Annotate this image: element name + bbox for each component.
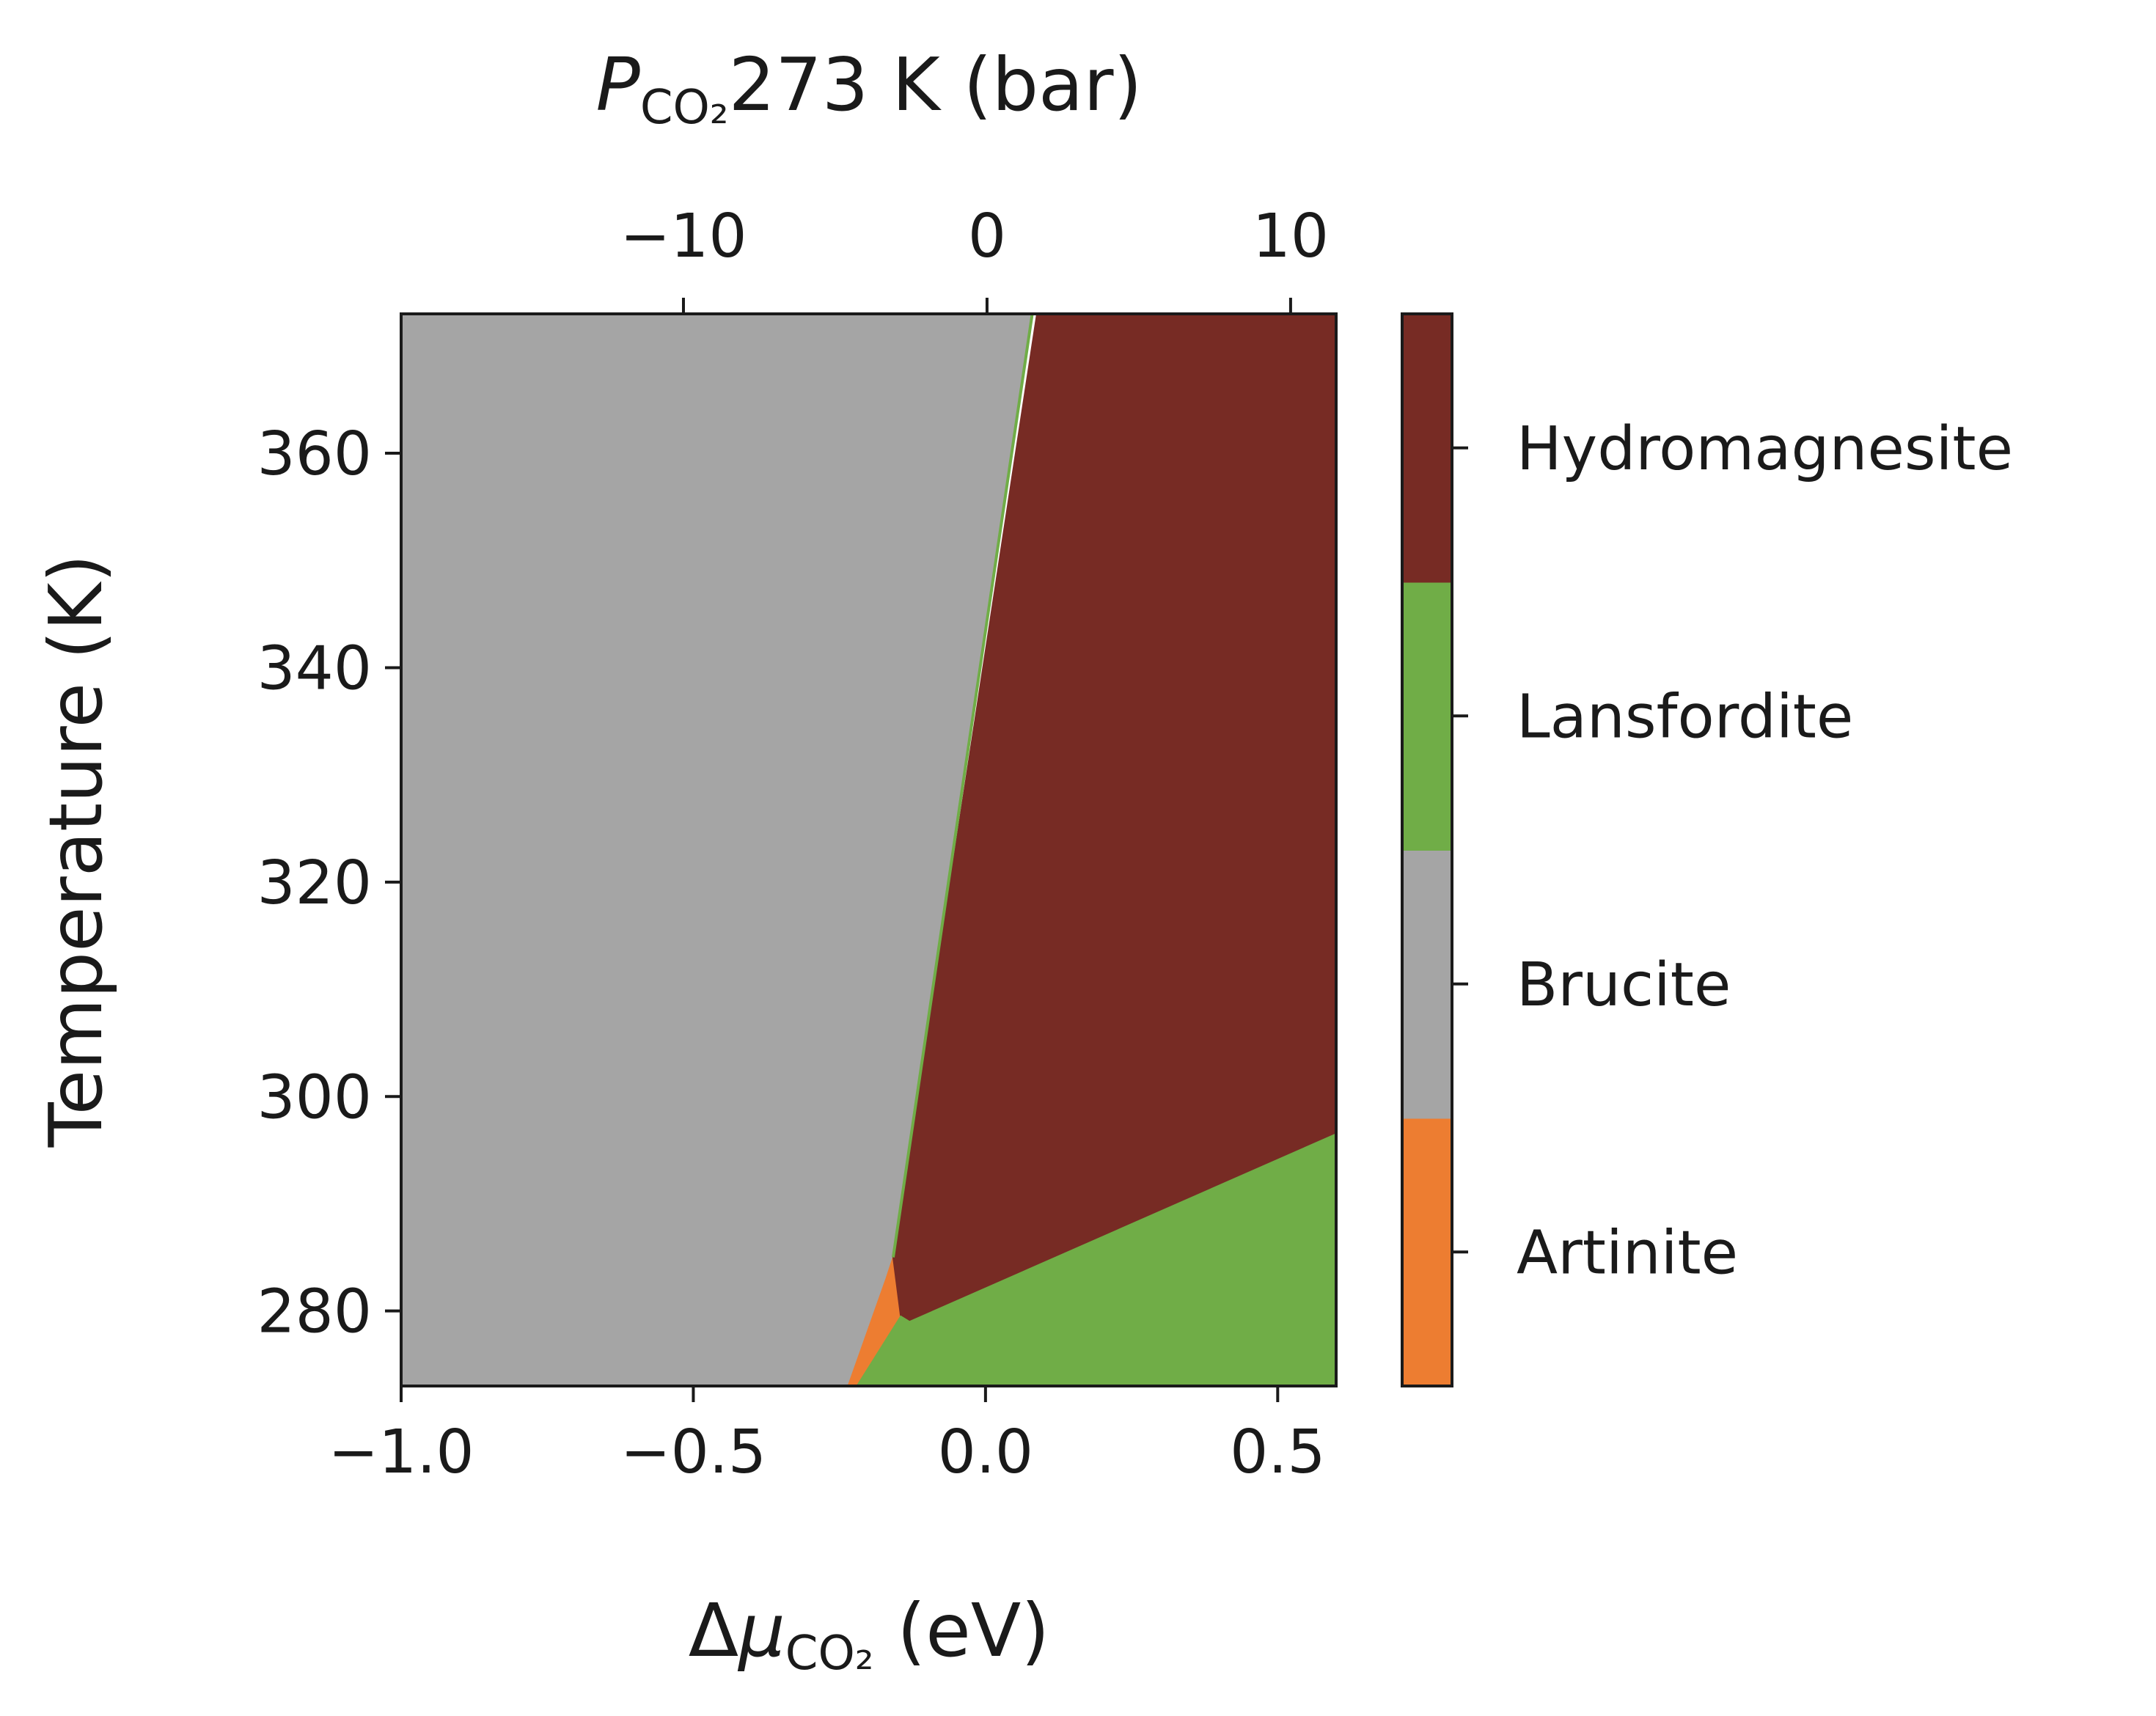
x-tick-label: −0.5: [620, 1418, 766, 1487]
boundary-line: [891, 313, 1034, 1258]
y-axis: 280 300 320 340 360: [257, 419, 401, 1347]
x-axis-label: ΔμCO₂ (eV): [689, 1588, 1050, 1681]
x-axis-label-subscript: CO₂: [785, 1627, 874, 1681]
top-x-axis-label: PCO₂273 K (bar): [596, 42, 1143, 135]
x-tick-label: 0.0: [938, 1418, 1033, 1487]
top-x-tick-label: −10: [620, 202, 747, 271]
y-tick-label: 280: [257, 1277, 372, 1347]
phase-boundaries: [891, 313, 1034, 1258]
colorbar-label-hydromagnesite: Hydromagnesite: [1517, 414, 2013, 484]
colorbar-swatch-hydromagnesite: [1402, 314, 1452, 583]
plot-frame: [400, 312, 1338, 1387]
x-axis-label-prefix: Δ: [689, 1588, 738, 1673]
top-x-axis-label-subscript: CO₂: [640, 81, 729, 135]
y-tick-label: 300: [257, 1063, 372, 1132]
colorbar-frame: [1401, 312, 1453, 1387]
phase-regions: [400, 313, 1337, 1387]
top-x-tick-label: 10: [1253, 202, 1329, 271]
top-x-axis-label-symbol: P: [596, 42, 641, 128]
colorbar-swatch-brucite: [1402, 850, 1452, 1119]
x-tick-label: −1.0: [328, 1418, 474, 1487]
y-axis-label: Temperature (K): [33, 554, 119, 1148]
colorbar-label-artinite: Artinite: [1517, 1218, 1738, 1288]
x-axis-label-symbol: μ: [737, 1588, 785, 1673]
top-x-axis: −10 0 10: [620, 202, 1329, 314]
colorbar-label-brucite: Brucite: [1517, 950, 1731, 1020]
bottom-x-axis: −1.0 −0.5 0.0 0.5: [328, 1386, 1326, 1487]
colorbar: [1402, 314, 1452, 1387]
colorbar-ticks: Artinite Brucite Lansfordite Hydromagnesite: [1452, 414, 2013, 1288]
colorbar-label-lansfordite: Lansfordite: [1517, 682, 1853, 752]
x-tick-label: 0.5: [1230, 1418, 1325, 1487]
top-x-tick-label: 0: [968, 202, 1006, 271]
colorbar-swatch-artinite: [1402, 1118, 1452, 1387]
colorbar-swatch-lansfordite: [1402, 582, 1452, 851]
top-x-axis-label-suffix: 273 K (bar): [729, 42, 1143, 128]
x-axis-label-suffix: (eV): [874, 1588, 1050, 1673]
y-tick-label: 360: [257, 419, 372, 489]
y-tick-label: 320: [257, 848, 372, 918]
y-tick-label: 340: [257, 634, 372, 703]
